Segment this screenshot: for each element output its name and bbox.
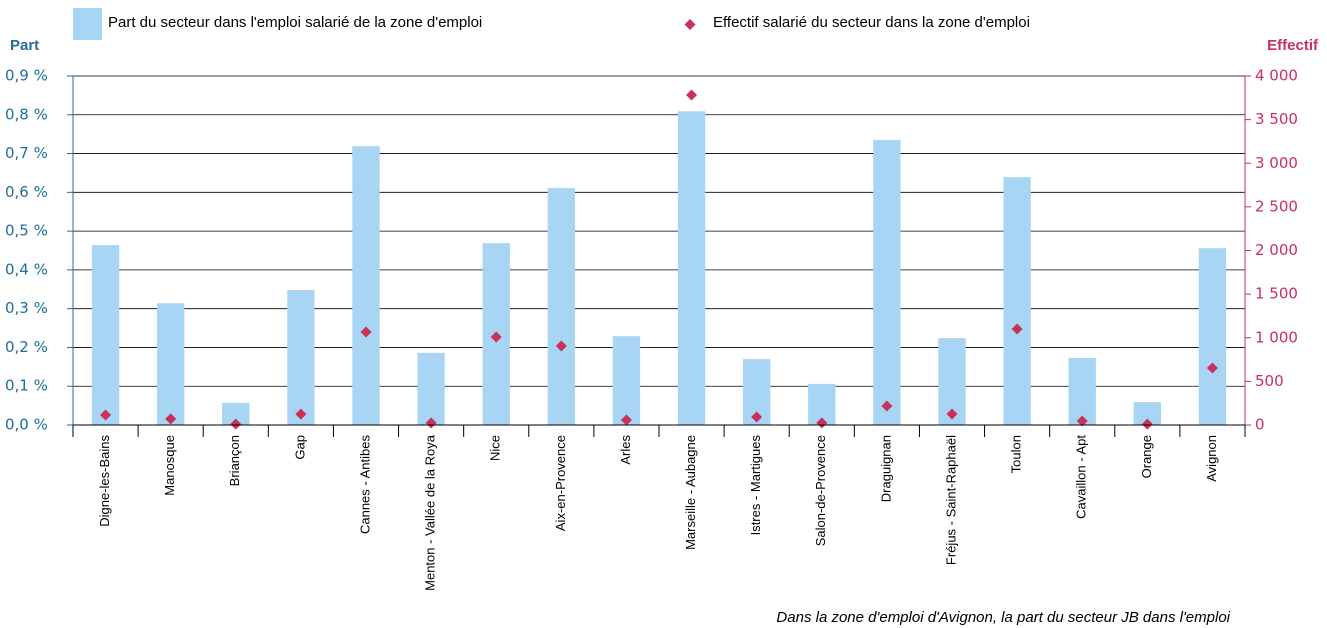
legend-label: Effectif salarié du secteur dans la zone… (713, 14, 1030, 31)
bar (222, 402, 250, 425)
x-tick-label: Aix-en-Provence (553, 435, 568, 531)
y-tick-label: 0,0 % (5, 416, 48, 434)
y-tick-label: 0,1 % (5, 377, 48, 395)
note: Dans la zone d'emploi d'Avignon, la part… (776, 609, 1230, 626)
marker (881, 400, 893, 412)
y-axis-label: Part (10, 37, 39, 54)
bar (1198, 248, 1227, 425)
x-tick-label: Digne-les-Bains (97, 435, 112, 527)
y2-tick-label: 1 500 (1255, 285, 1298, 303)
y2-axis-label: Effectif (1267, 37, 1319, 54)
bar (873, 139, 901, 425)
legend-label: Part du secteur dans l'emploi salarié de… (108, 14, 482, 31)
legend-marker (684, 19, 696, 30)
marker (1076, 415, 1088, 427)
bar (677, 111, 706, 425)
y-tick-label: 0,5 % (5, 222, 48, 240)
bar (1133, 402, 1162, 425)
x-tick-label: Arles (618, 435, 633, 465)
bar (1068, 357, 1096, 425)
y2-tick-label: 2 500 (1255, 197, 1298, 215)
marker (100, 409, 112, 421)
y2-tick-label: 0 (1255, 416, 1265, 434)
x-tick-label: Fréjus - Saint-Raphaël (943, 435, 958, 565)
marker (751, 411, 763, 423)
marker (686, 89, 698, 101)
bar (287, 290, 315, 425)
x-tick-label: Nice (488, 435, 503, 461)
bar (352, 146, 380, 425)
y-tick-label: 0,7 % (5, 144, 48, 162)
x-tick-label: Draguignan (878, 435, 893, 502)
marker (425, 417, 437, 429)
marker (1141, 418, 1153, 430)
x-tick-label: Avignon (1204, 435, 1219, 482)
marker (946, 408, 958, 420)
x-tick-label: Orange (1139, 435, 1154, 478)
bar (612, 336, 641, 425)
y-tick-label: 0,6 % (5, 183, 48, 201)
y2-tick-label: 2 000 (1255, 241, 1298, 259)
marker (490, 331, 502, 343)
x-tick-label: Manosque (162, 435, 177, 496)
x-tick-label: Cannes - Antibes (357, 435, 372, 535)
y2-tick-label: 1 000 (1255, 328, 1298, 346)
marker (1011, 323, 1023, 335)
y2-tick-label: 4 000 (1255, 67, 1298, 85)
marker (360, 326, 372, 338)
x-tick-label: Salon-de-Provence (813, 435, 828, 546)
x-tick-label: Istres - Martigues (748, 435, 763, 536)
y-tick-label: 0,4 % (5, 260, 48, 278)
y-tick-label: 0,3 % (5, 299, 48, 317)
marker (295, 408, 307, 420)
x-tick-label: Gap (292, 435, 307, 460)
bar (1003, 177, 1031, 425)
marker (1206, 362, 1218, 374)
marker (230, 418, 242, 430)
x-tick-label: Cavaillon - Apt (1074, 435, 1089, 519)
marker (165, 413, 177, 425)
marker (555, 340, 567, 352)
x-tick-label: Marseille - Aubagne (683, 435, 698, 550)
bar (91, 245, 120, 425)
x-tick-label: Briançon (227, 435, 242, 486)
bar (547, 188, 576, 425)
x-tick-label: Toulon (1009, 435, 1024, 473)
bar (417, 352, 445, 425)
y2-tick-label: 3 500 (1255, 110, 1298, 128)
x-tick-label: Menton - Vallée de la Roya (423, 434, 438, 591)
y2-tick-label: 500 (1255, 372, 1284, 390)
y-tick-label: 0,8 % (5, 105, 48, 123)
marker (816, 417, 828, 429)
y2-tick-label: 3 000 (1255, 154, 1298, 172)
bar (156, 303, 185, 425)
y-tick-label: 0,2 % (5, 338, 48, 356)
legend-swatch (73, 8, 102, 40)
y-tick-label: 0,9 % (5, 67, 48, 85)
marker (620, 414, 632, 426)
